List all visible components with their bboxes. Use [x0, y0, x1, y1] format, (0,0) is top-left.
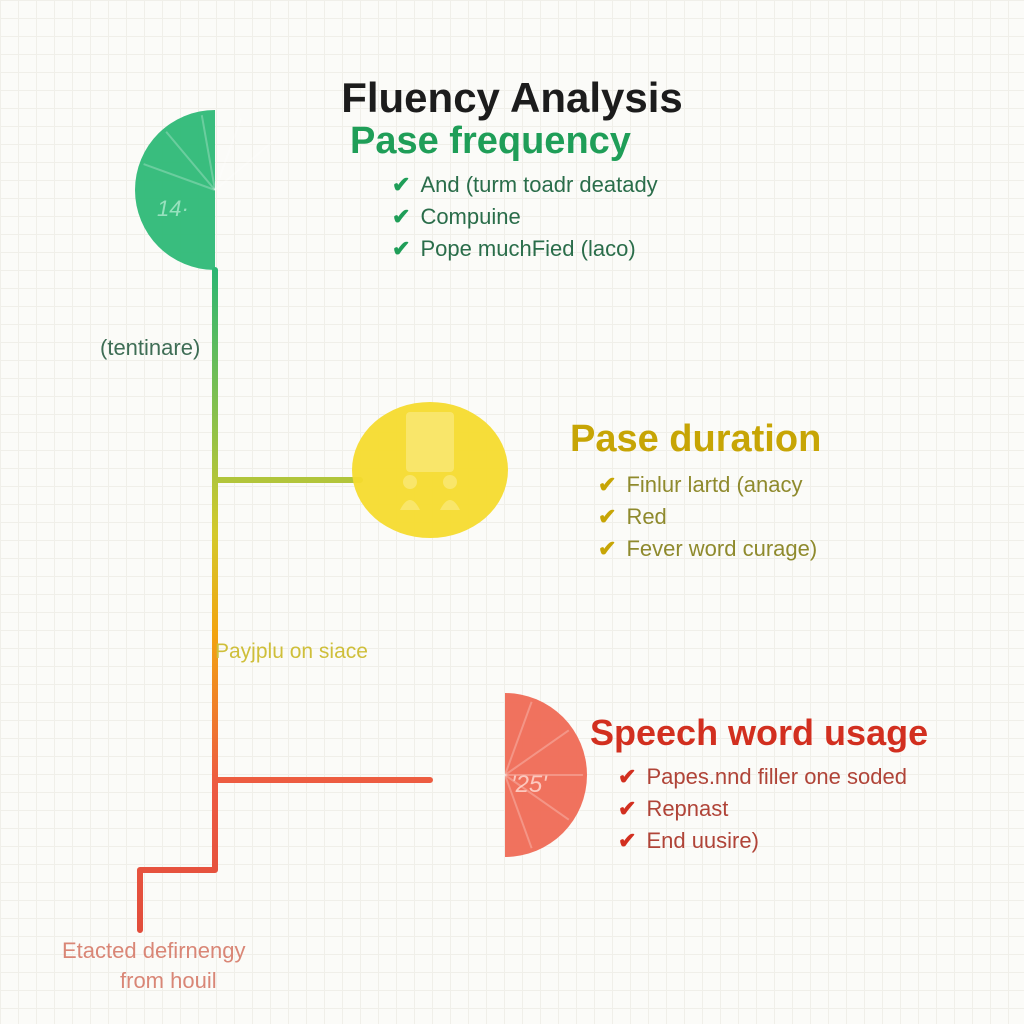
- check-icon: ✔: [598, 474, 616, 496]
- section-title-pase-frequency: Pase frequency: [350, 120, 631, 163]
- bullets-pase-frequency: ✔ And (turm toadr deatady ✔ Compuine ✔ Pope m…: [392, 172, 658, 268]
- bullet-text: And (turm toadr deatady: [420, 172, 657, 198]
- bullets-pase-duration: ✔ Finlur lartd (anacy ✔ Red ✔ Fever word cura…: [598, 472, 817, 568]
- bullet-item: ✔ Papes.nnd filler one soded: [618, 764, 907, 790]
- section-title-pase-duration: Pase duration: [570, 418, 821, 461]
- marker-pase-duration: [352, 402, 508, 538]
- bullet-text: Compuine: [420, 204, 520, 230]
- marker-value-red: '25': [511, 771, 547, 799]
- marker-pase-frequency: [135, 110, 273, 270]
- bullet-item: ✔ Pope muchFied (laco): [392, 236, 658, 262]
- check-icon: ✔: [618, 830, 636, 852]
- check-icon: ✔: [618, 766, 636, 788]
- bullet-text: Repnast: [646, 796, 728, 822]
- bullet-text: Finlur lartd (anacy: [626, 472, 802, 498]
- bullet-item: ✔ Repnast: [618, 796, 907, 822]
- check-icon: ✔: [598, 538, 616, 560]
- bullet-text: Red: [626, 504, 666, 530]
- bullet-text: Pope muchFied (laco): [420, 236, 635, 262]
- page-title: Fluency Analysis: [0, 74, 1024, 122]
- check-icon: ✔: [392, 206, 410, 228]
- check-icon: ✔: [598, 506, 616, 528]
- bullet-item: ✔ Finlur lartd (anacy: [598, 472, 817, 498]
- bullet-item: ✔ And (turm toadr deatady: [392, 172, 658, 198]
- label-etacted-line2: from houil: [120, 968, 217, 994]
- label-payjplu: Payjplu on siace: [215, 640, 368, 664]
- check-icon: ✔: [392, 174, 410, 196]
- bullet-item: ✔ Fever word curage): [598, 536, 817, 562]
- bullet-text: Papes.nnd filler one soded: [646, 764, 907, 790]
- section-title-speech-word-usage: Speech word usage: [590, 712, 928, 754]
- bullet-item: ✔ Compuine: [392, 204, 658, 230]
- marker-value-green: 14·: [157, 196, 189, 222]
- label-etacted-line1: Etacted defirnengy: [62, 938, 245, 964]
- bullets-speech-word-usage: ✔ Papes.nnd filler one soded ✔ Repnast ✔ End …: [618, 764, 907, 860]
- bullet-text: End uusire): [646, 828, 759, 854]
- check-icon: ✔: [618, 798, 636, 820]
- connector-path: [140, 270, 430, 930]
- check-icon: ✔: [392, 238, 410, 260]
- bullet-item: ✔ End uusire): [618, 828, 907, 854]
- label-tentinare: (tentinare): [100, 335, 200, 361]
- bullet-text: Fever word curage): [626, 536, 817, 562]
- bullet-item: ✔ Red: [598, 504, 817, 530]
